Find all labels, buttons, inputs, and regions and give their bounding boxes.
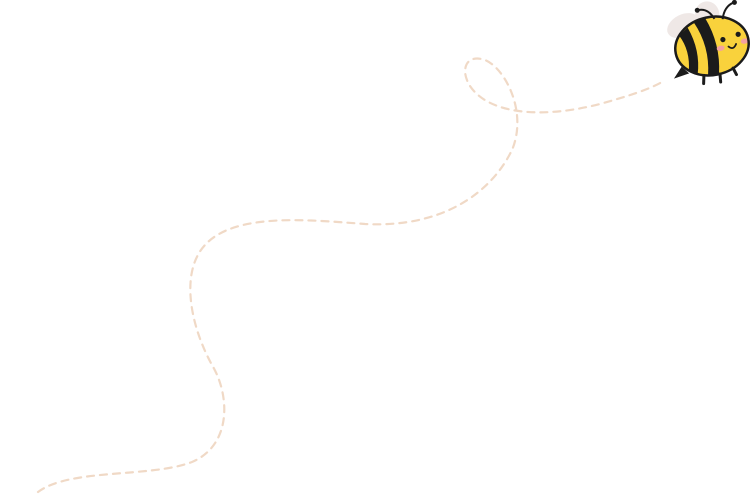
- bee-stripe-1-icon: [679, 27, 699, 75]
- bee-flight-path: [36, 57, 664, 494]
- bee-cheek-right-icon: [740, 38, 749, 44]
- bee-antenna-tip-right-icon: [731, 0, 737, 5]
- bee-icon: [667, 0, 750, 86]
- bee-eye-right-icon: [735, 31, 741, 37]
- bee-smile-icon: [727, 43, 737, 50]
- bee-cheek-left-icon: [716, 45, 725, 51]
- bee-stripes-icon: [679, 17, 720, 76]
- bee-antenna-tip-left-icon: [694, 7, 700, 13]
- bee-outline-icon: [674, 15, 750, 77]
- bee-eye-left-icon: [720, 36, 726, 43]
- bee-stripe-2-icon: [693, 17, 720, 76]
- bee-stinger-icon: [673, 66, 690, 79]
